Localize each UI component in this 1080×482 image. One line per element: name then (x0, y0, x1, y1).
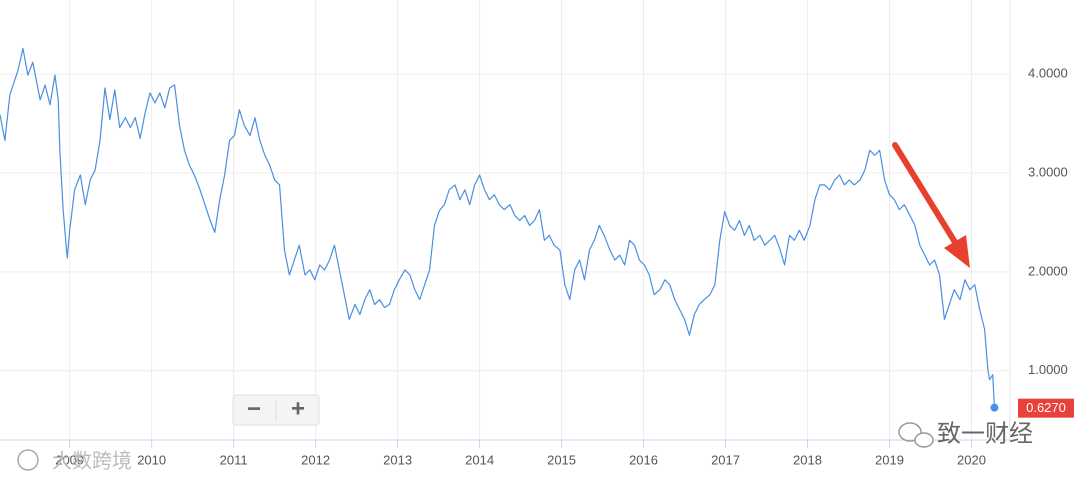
watermark-text: 致一财经 (937, 420, 1033, 447)
x-tick-label: 2018 (793, 452, 822, 467)
zoom-out-button[interactable]: − (247, 395, 261, 422)
watermark-left: 大数跨境 (17, 449, 132, 472)
x-tick-label: 2017 (711, 452, 740, 467)
current-value-label: 0.6270 (1026, 400, 1066, 415)
current-value-tag (1018, 398, 1074, 418)
y-tick-label: 2.0000 (1028, 263, 1068, 278)
watermark-text: 大数跨境 (52, 449, 132, 472)
x-tick-label: 2019 (875, 452, 904, 467)
zoom-in-button[interactable]: + (291, 395, 305, 422)
x-tick-label: 2020 (957, 452, 986, 467)
x-tick-label: 2016 (629, 452, 658, 467)
y-tick-label: 4.0000 (1028, 66, 1068, 81)
y-tick-label: 3.0000 (1028, 164, 1068, 179)
x-tick-label: 2013 (383, 452, 412, 467)
last-point (990, 403, 999, 412)
zoom-controls: − + (232, 394, 320, 426)
series-line (0, 47, 996, 408)
y-tick-label: 1.0000 (1028, 362, 1068, 377)
x-tick-label: 2012 (301, 452, 330, 467)
x-tick-label: 2010 (137, 452, 166, 467)
annotation-arrow (892, 142, 970, 268)
x-tick-label: 2011 (220, 452, 248, 467)
x-tick-label: 2015 (547, 452, 576, 467)
x-tick-label: 2014 (465, 452, 494, 467)
x-tick-label: 2009 (55, 452, 84, 467)
watermark-right: 致一财经 (898, 420, 1033, 448)
